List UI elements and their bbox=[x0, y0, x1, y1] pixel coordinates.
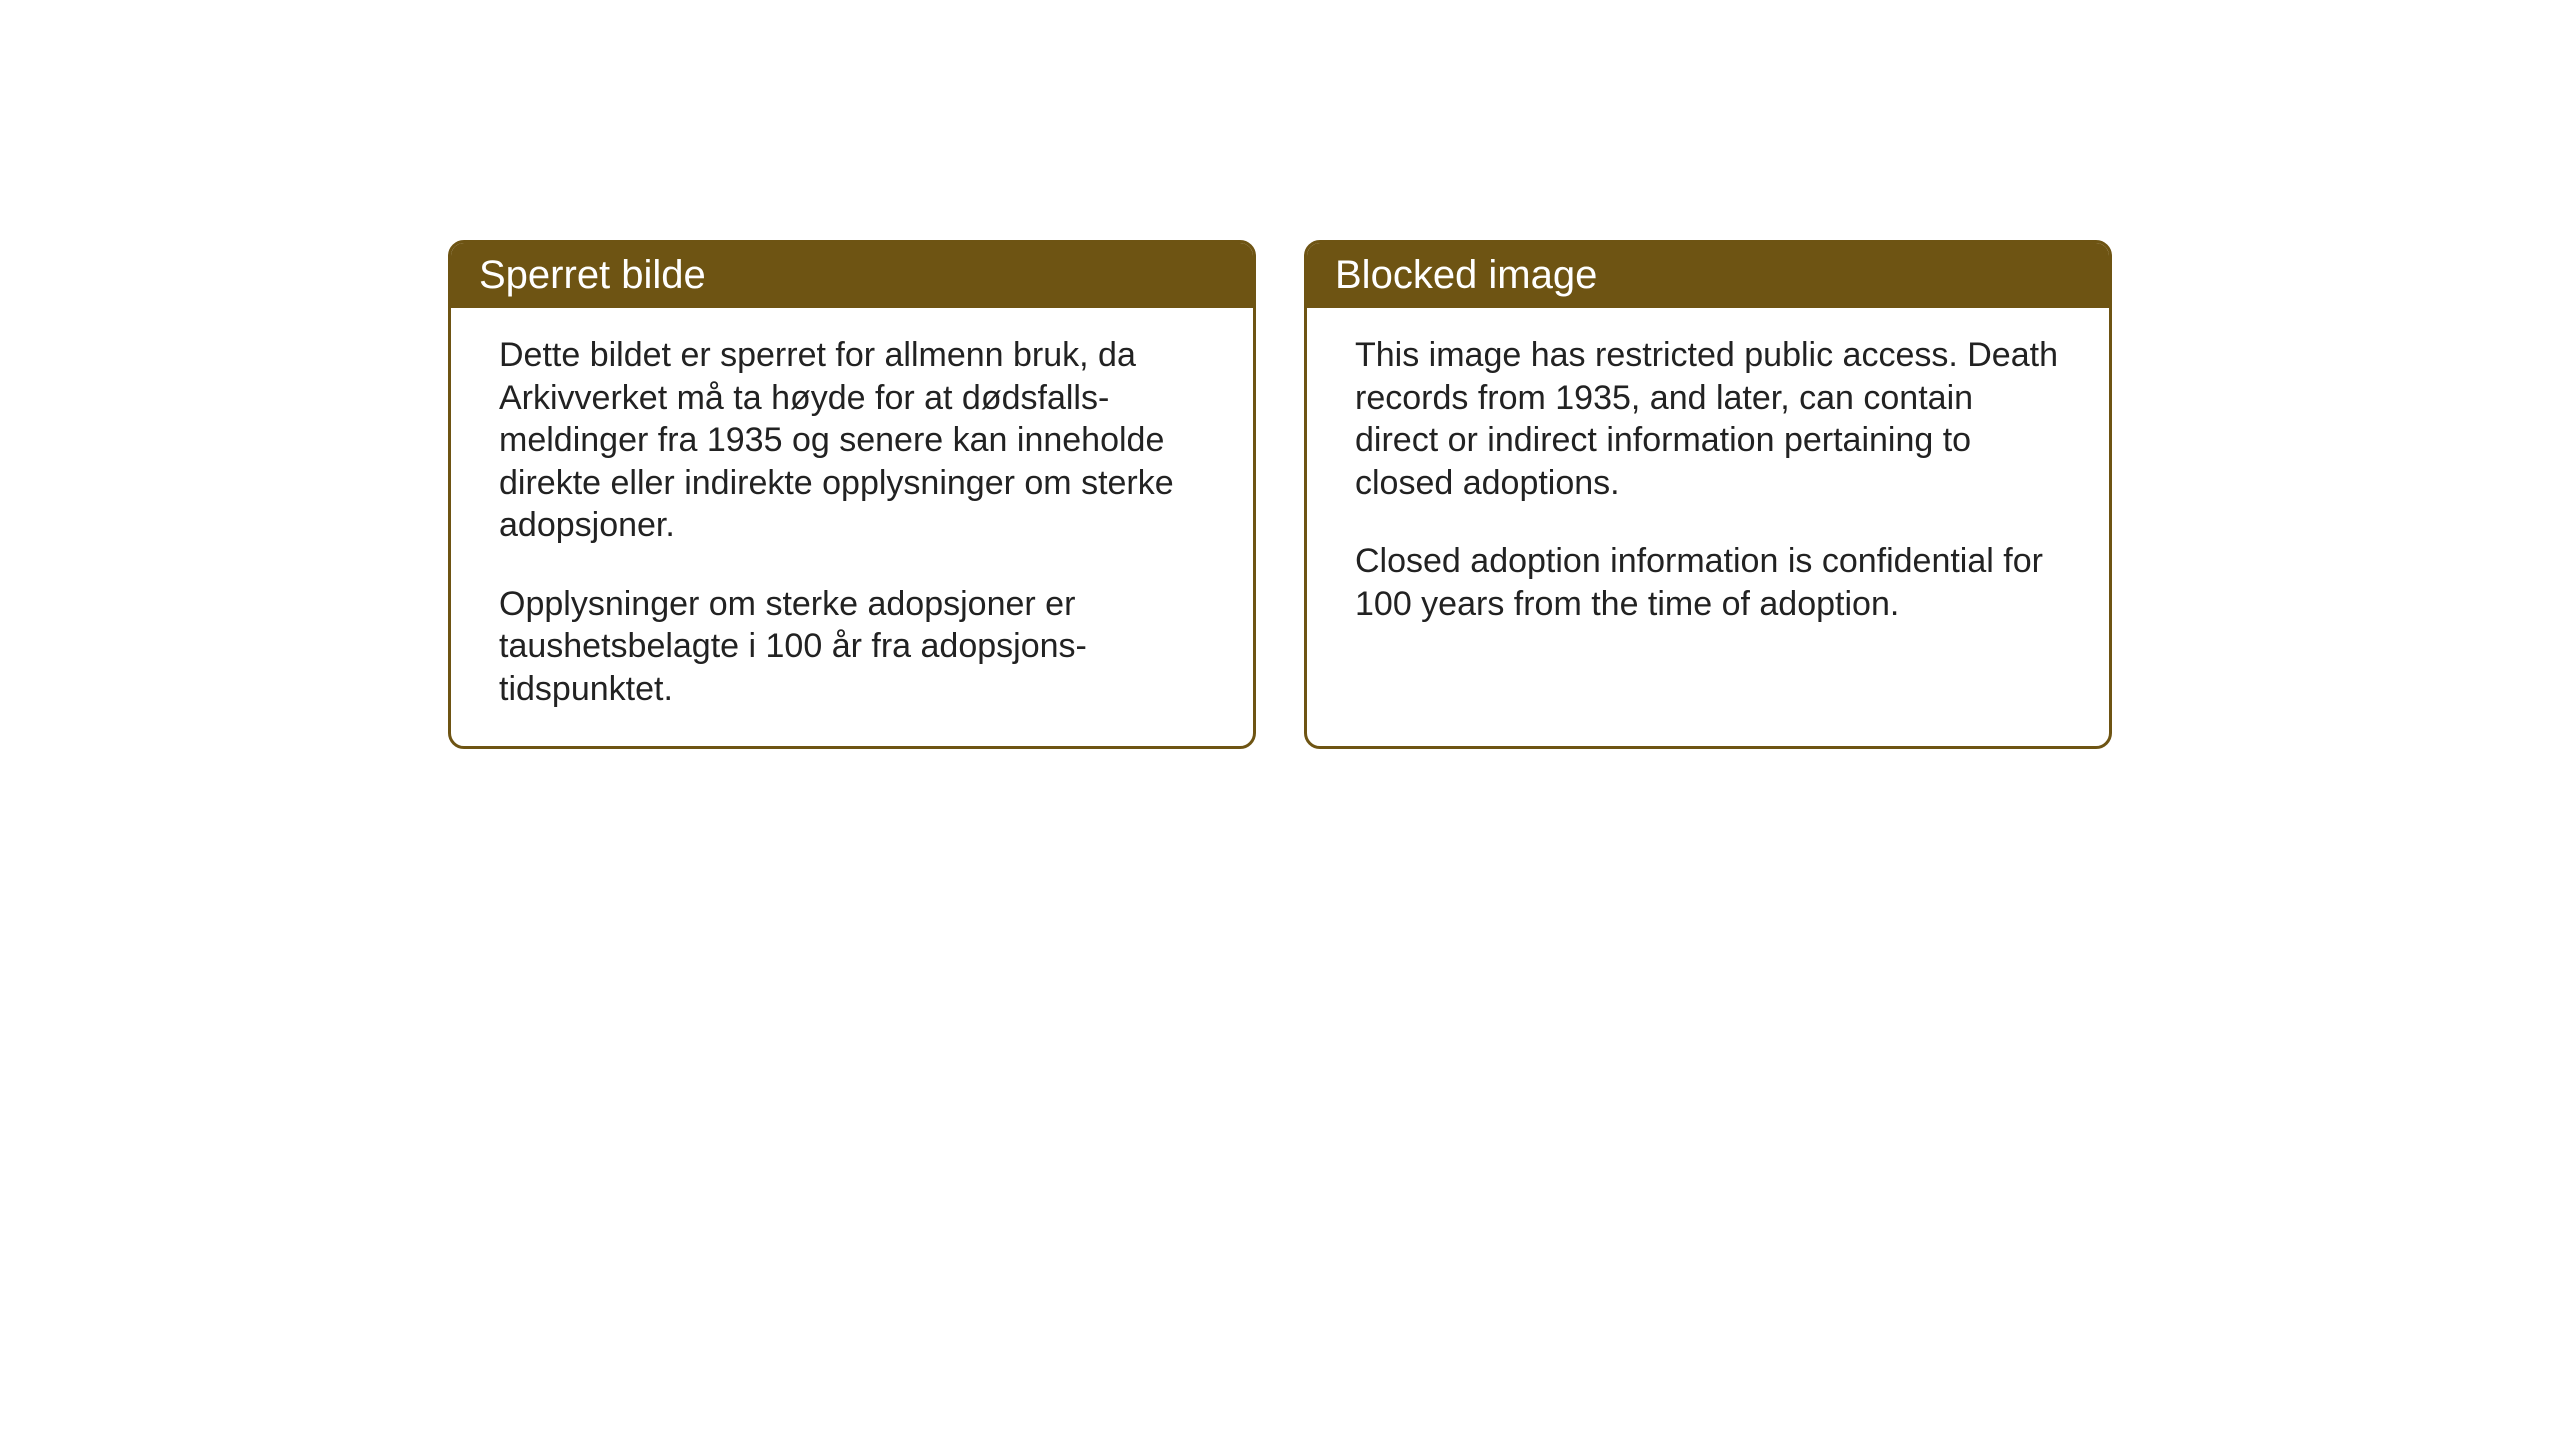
norwegian-card-title: Sperret bilde bbox=[451, 243, 1253, 308]
norwegian-paragraph-1: Dette bildet er sperret for allmenn bruk… bbox=[499, 334, 1205, 547]
norwegian-paragraph-2: Opplysninger om sterke adopsjoner er tau… bbox=[499, 583, 1205, 711]
english-notice-card: Blocked image This image has restricted … bbox=[1304, 240, 2112, 749]
english-card-title: Blocked image bbox=[1307, 243, 2109, 308]
english-paragraph-1: This image has restricted public access.… bbox=[1355, 334, 2061, 504]
english-paragraph-2: Closed adoption information is confident… bbox=[1355, 540, 2061, 625]
english-card-body: This image has restricted public access.… bbox=[1307, 308, 2109, 661]
norwegian-notice-card: Sperret bilde Dette bildet er sperret fo… bbox=[448, 240, 1256, 749]
norwegian-card-body: Dette bildet er sperret for allmenn bruk… bbox=[451, 308, 1253, 746]
notice-cards-container: Sperret bilde Dette bildet er sperret fo… bbox=[448, 240, 2112, 749]
